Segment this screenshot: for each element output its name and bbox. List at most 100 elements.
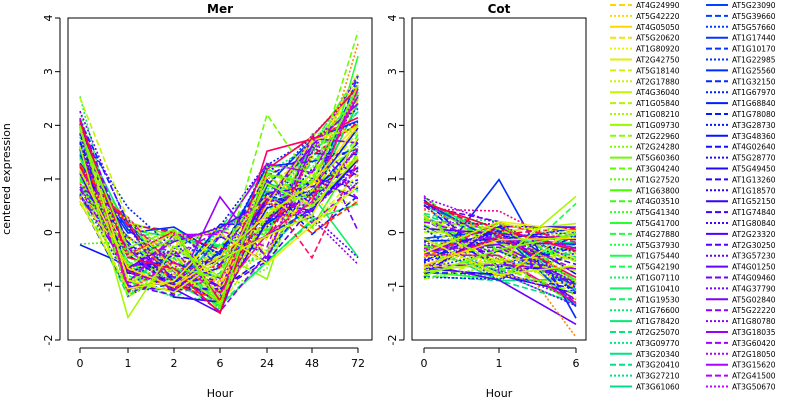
mer-y-tick-label: -1 [42,281,55,292]
legend-label: AT4G09460 [732,274,776,283]
cot-y-axis: -2 -1 0 1 2 3 4 [386,15,405,345]
cot-y-tick-label: 1 [386,176,399,183]
cot-series-line [423,208,577,252]
mer-title: Mer [207,2,233,16]
mer-y-axis: -2 -1 0 1 2 3 4 [42,15,61,346]
legend-label: AT4G24990 [636,1,680,10]
legend-label: AT5G49450 [732,165,776,174]
mer-series-line [79,72,359,253]
legend-item: AT1G74840 [706,208,776,217]
cot-y-tick-label: 4 [386,15,399,22]
legend-label: AT2G17880 [636,77,680,86]
mer-series-line [79,181,359,296]
legend-item: AT4G01250 [706,263,776,272]
legend-item: AT1G78420 [610,317,680,326]
legend-label: AT3G60420 [732,339,776,348]
cot-series-line [423,233,577,277]
legend-item: AT3G20340 [610,350,680,359]
mer-series-line [79,126,359,288]
legend-label: AT1G80840 [732,219,776,228]
mer-y-axis-title: centered expression [0,123,13,235]
legend-label: AT5G20620 [636,34,680,43]
mer-plot-frame [67,17,373,341]
legend-label: AT4G05050 [636,23,680,32]
mer-y-tick-label: -2 [42,335,55,346]
mer-y-tick-label: 2 [42,122,55,129]
legend-label: AT5G37930 [636,241,680,250]
cot-series-line [423,217,577,295]
legend-item: AT2G22960 [610,132,680,141]
legend-item: AT2G41500 [706,372,776,381]
legend-item: AT1G75440 [610,252,680,261]
legend-label: AT5G23090 [732,1,776,10]
mer-y-tick-label: 1 [42,176,55,183]
cot-title: Cot [488,2,511,16]
mer-x-tick-label: 0 [77,357,84,370]
legend-item: AT2G42750 [610,56,680,65]
legend-label: AT2G18050 [732,350,776,359]
legend-item: AT1G80780 [706,317,776,326]
cot-series-line [423,201,577,235]
legend-label: AT4G03510 [636,197,680,206]
legend-label: AT1G05840 [636,99,680,108]
legend-item: AT5G41700 [610,219,680,228]
cot-series-line [423,234,577,271]
cot-x-tick-label: 1 [496,357,503,370]
legend-item: AT1G10410 [610,284,680,293]
mer-x-tick-label: 1 [125,357,132,370]
legend-item: AT5G42220 [610,12,680,21]
mer-x-axis: 0 1 2 6 24 48 72 [77,347,365,370]
legend-item: AT3G09770 [610,339,680,348]
legend-label: AT4G02640 [732,143,776,152]
mer-x-tick-label: 2 [171,357,178,370]
legend-item: AT5G57660 [706,23,776,32]
legend-item: AT5G23090 [706,1,776,10]
legend-item: AT3G57230 [706,252,776,261]
legend-label: AT3G27210 [636,372,680,381]
cot-series-line [423,263,577,325]
legend-label: AT1G32150 [732,77,776,86]
cot-x-tick-label: 6 [573,357,580,370]
cot-x-axis-title: Hour [486,387,513,400]
mer-series-line [79,164,359,302]
cot-series-line [423,209,577,338]
cot-series-line [423,233,577,252]
mer-series-line [79,43,359,284]
legend-item: AT3G50670 [706,383,776,392]
legend-label: AT2G41500 [732,372,776,381]
legend-label: AT4G37790 [732,284,776,293]
legend-item: AT4G27880 [610,230,680,239]
mer-series-line [79,185,359,290]
legend-label: AT1G68840 [732,99,776,108]
legend-item: AT5G02840 [706,295,776,304]
legend-item: AT2G18050 [706,350,776,359]
mer-y-tick-label: 0 [42,229,55,236]
legend-item: AT1G63800 [610,186,680,195]
legend-label: AT1G78080 [732,110,776,119]
legend-item: AT1G13260 [706,175,776,184]
legend-item: AT1G76600 [610,306,680,315]
cot-y-tick-label: 2 [386,122,399,129]
legend-item: AT3G27210 [610,372,680,381]
cot-y-tick-label: 0 [386,229,399,236]
cot-series-line [423,214,577,280]
mer-series-line [79,148,359,256]
mer-series-line [79,86,359,315]
cot-series-line [423,195,577,301]
cot-series-line [423,204,577,268]
legend-item: AT1G19530 [610,295,680,304]
legend-item: AT5G37930 [610,241,680,250]
legend-item: AT4G24990 [610,1,680,10]
legend-item: AT3G04240 [610,165,680,174]
legend-item: AT1G78080 [706,110,776,119]
legend-item: AT5G28770 [706,154,776,163]
legend-label: AT2G22960 [636,132,680,141]
cot-y-tick-label: -1 [386,281,399,292]
legend-label: AT4G36040 [636,88,680,97]
legend-item: AT5G18140 [610,66,680,75]
legend-item: AT1G32150 [706,77,776,86]
legend-item: AT1G67970 [706,88,776,97]
cot-plot-frame [411,17,587,341]
legend-label: AT3G04240 [636,165,680,174]
